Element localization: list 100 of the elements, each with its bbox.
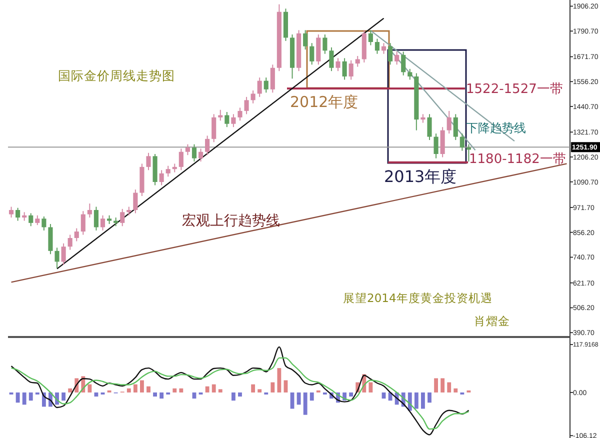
candlestick xyxy=(146,152,151,171)
bar xyxy=(172,388,177,392)
candlestick xyxy=(218,109,223,122)
bar xyxy=(160,392,164,399)
candlestick xyxy=(8,206,14,218)
candlestick xyxy=(394,51,400,66)
bar xyxy=(35,392,40,395)
bar xyxy=(22,392,26,405)
candlestick xyxy=(212,114,216,143)
bar xyxy=(296,392,301,405)
bar xyxy=(126,388,131,392)
candlestick xyxy=(94,206,99,231)
candlestick xyxy=(381,42,386,54)
bar xyxy=(146,386,150,392)
candlestick xyxy=(250,90,256,104)
annotation: 展望2014年度黄金投资机遇 xyxy=(343,291,492,305)
bar xyxy=(264,392,268,395)
bar xyxy=(179,388,184,392)
bar xyxy=(258,389,262,392)
candlestick xyxy=(28,212,34,227)
bar xyxy=(133,384,138,392)
bar xyxy=(205,386,210,392)
bar xyxy=(166,392,170,395)
bar xyxy=(231,392,236,401)
candlestick xyxy=(401,51,406,76)
candlestick xyxy=(388,42,393,66)
candlestick xyxy=(35,214,40,226)
bar xyxy=(140,380,144,392)
candlestick xyxy=(316,34,321,66)
candlestick xyxy=(74,228,79,242)
bar xyxy=(447,382,452,392)
candlestick xyxy=(408,68,412,80)
bar xyxy=(238,392,242,397)
candlestick xyxy=(87,203,92,218)
candlestick xyxy=(61,242,66,266)
candlestick xyxy=(336,58,340,72)
candlestick xyxy=(133,189,138,214)
candlestick xyxy=(100,214,106,231)
candlestick xyxy=(434,133,438,159)
bar xyxy=(368,382,373,392)
bar xyxy=(322,392,327,395)
bar xyxy=(212,384,216,392)
bar xyxy=(88,384,92,392)
candlestick xyxy=(231,114,236,128)
candlestick xyxy=(440,126,445,158)
candlestick xyxy=(368,30,373,46)
candlestick xyxy=(322,34,328,54)
ref-line-label: 1522-1527一带 xyxy=(466,82,563,98)
candlestick xyxy=(238,107,242,122)
candlestick xyxy=(178,148,184,171)
candlestick xyxy=(342,58,347,80)
annotation: 2013年度 xyxy=(384,167,457,186)
candlestick xyxy=(159,170,164,186)
bar xyxy=(434,378,438,392)
candlestick xyxy=(68,234,72,250)
candlestick xyxy=(270,64,275,94)
bar xyxy=(153,392,157,397)
annotation: 宏观上行趋势线 xyxy=(182,213,280,229)
bar xyxy=(68,388,72,392)
candlestick xyxy=(224,112,230,128)
candlestick xyxy=(257,77,262,98)
bar xyxy=(62,392,66,401)
bar xyxy=(421,392,425,409)
annotation: 2012年度 xyxy=(290,93,358,111)
bar xyxy=(251,384,256,392)
line-series xyxy=(10,346,470,436)
candlestick xyxy=(446,110,452,134)
candlestick xyxy=(303,30,308,50)
candlestick xyxy=(348,60,354,80)
candlestick xyxy=(264,77,268,94)
bar xyxy=(388,392,392,401)
bar xyxy=(303,392,308,415)
bar xyxy=(454,388,458,392)
candlestick xyxy=(329,46,334,72)
candlestick xyxy=(460,133,464,152)
bar xyxy=(428,392,432,403)
bar xyxy=(414,392,418,409)
candlestick xyxy=(466,144,471,162)
bar xyxy=(277,368,282,392)
candlestick xyxy=(192,144,197,162)
bar xyxy=(28,392,33,401)
candlestick xyxy=(205,135,210,156)
bar xyxy=(460,392,464,395)
bar xyxy=(218,389,222,392)
bar xyxy=(440,378,445,392)
candlestick xyxy=(166,165,170,178)
candlestick xyxy=(453,114,458,140)
candlestick xyxy=(427,114,432,140)
candlestick xyxy=(198,148,204,162)
candlestick xyxy=(54,247,60,269)
candlestick xyxy=(48,224,53,255)
candlestick xyxy=(80,210,86,236)
candlestick xyxy=(120,208,125,227)
text: 国际金价周线走势图 xyxy=(58,68,175,83)
candlestick xyxy=(244,96,249,115)
candlestick xyxy=(355,56,360,68)
bar xyxy=(310,392,314,401)
candlestick xyxy=(16,207,20,222)
candlestick xyxy=(42,216,46,231)
candlestick xyxy=(374,38,380,54)
